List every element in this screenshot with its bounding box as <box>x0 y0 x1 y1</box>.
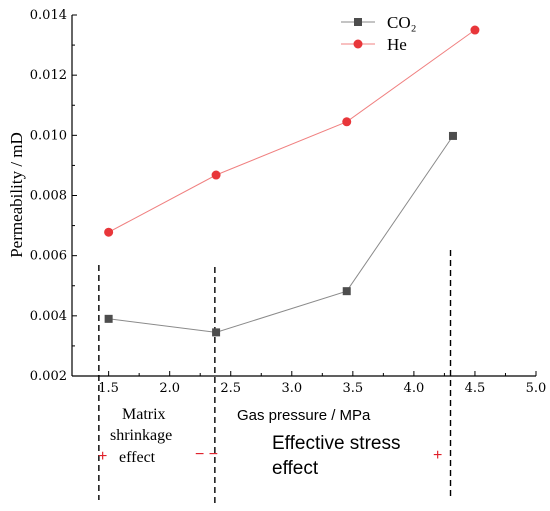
matrix-effect-line3: effect <box>119 449 156 466</box>
data-point <box>470 25 480 35</box>
series-co2 <box>104 131 457 337</box>
effective-stress-line2: effect <box>272 458 319 479</box>
x-tick-label: 2.0 <box>159 381 180 396</box>
axes: 0.002 0.004 0.006 0.008 0.010 0.012 0.014 1.5 2.… <box>30 8 547 396</box>
legend-label: CO₂ <box>387 13 417 32</box>
series-line <box>108 135 454 333</box>
matrix-effect-line2: shrinkage <box>110 427 172 444</box>
data-point <box>104 314 113 323</box>
series-layer <box>104 25 480 337</box>
data-point <box>211 170 221 180</box>
y-tick-label: 0.002 <box>30 369 67 384</box>
data-point <box>342 287 351 296</box>
legend-marker <box>354 18 362 26</box>
legend-marker <box>353 39 363 49</box>
matrix-effect-line1: Matrix <box>122 406 166 423</box>
y-tick-label: 0.014 <box>30 8 67 23</box>
data-point <box>448 131 457 140</box>
y-tick-label: 0.004 <box>30 309 67 324</box>
minus-signs-middle: − − <box>195 446 218 463</box>
y-tick-label: 0.008 <box>30 189 67 204</box>
plus-sign-left: + <box>98 448 107 465</box>
series-line <box>108 29 476 233</box>
x-tick-label: 4.5 <box>465 381 486 396</box>
effective-stress-line1: Effective stress <box>272 433 400 454</box>
legend-label: He <box>387 35 407 54</box>
x-tick-label: 2.5 <box>220 381 241 396</box>
x-tick-label: 3.0 <box>281 381 302 396</box>
legend: CO₂ He <box>341 13 417 54</box>
x-tick-label: 3.5 <box>342 381 363 396</box>
y-axis-label: Permeability / mD <box>7 132 26 258</box>
plus-sign-right: + <box>433 447 442 464</box>
data-point <box>342 117 352 127</box>
y-tick-label: 0.010 <box>30 128 67 143</box>
x-tick-label: 1.5 <box>98 381 119 396</box>
y-tick-label: 0.006 <box>30 249 67 264</box>
data-point <box>104 227 114 237</box>
x-tick-label: 5.0 <box>526 381 547 396</box>
data-point <box>212 328 221 337</box>
series-he <box>104 25 480 237</box>
y-tick-label: 0.012 <box>30 68 67 83</box>
x-axis-label: Gas pressure / MPa <box>237 407 371 424</box>
divider-lines <box>98 250 452 505</box>
x-tick-label: 4.0 <box>404 381 425 396</box>
